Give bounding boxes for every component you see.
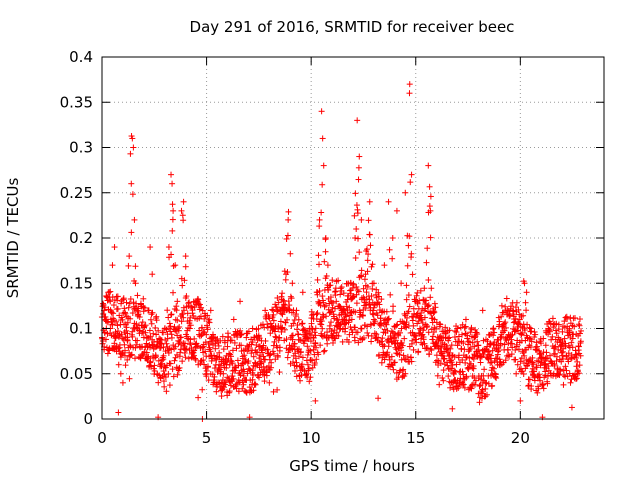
y-tick-label: 0.15 [60,274,93,292]
y-tick-label: 0.1 [69,320,93,338]
x-tick-label: 0 [97,429,107,447]
x-tick-label: 15 [406,429,425,447]
data-points [98,81,585,422]
ticks [101,56,604,420]
y-tick-label: 0.2 [69,229,93,247]
x-tick-label: 10 [302,429,321,447]
y-axis-label: SRMTID / TECUs [4,178,22,299]
x-axis-label: GPS time / hours [289,457,415,475]
x-tick-label: 5 [202,429,212,447]
y-tick-label: 0.3 [69,139,93,157]
y-tick-label: 0.4 [69,48,93,66]
x-tick-label: 20 [511,429,530,447]
y-tick-label: 0.25 [60,184,93,202]
y-tick-label: 0.35 [60,93,93,111]
tick-labels: 0 0.05 0.1 0.15 0.2 0.25 0.3 0.35 0.4 0 5 10 15 20 [60,48,530,447]
y-tick-label: 0.05 [60,365,93,383]
grid [102,57,604,419]
chart-title: Day 291 of 2016, SRMTID for receiver bee… [190,18,515,36]
y-tick-label: 0 [83,410,93,428]
